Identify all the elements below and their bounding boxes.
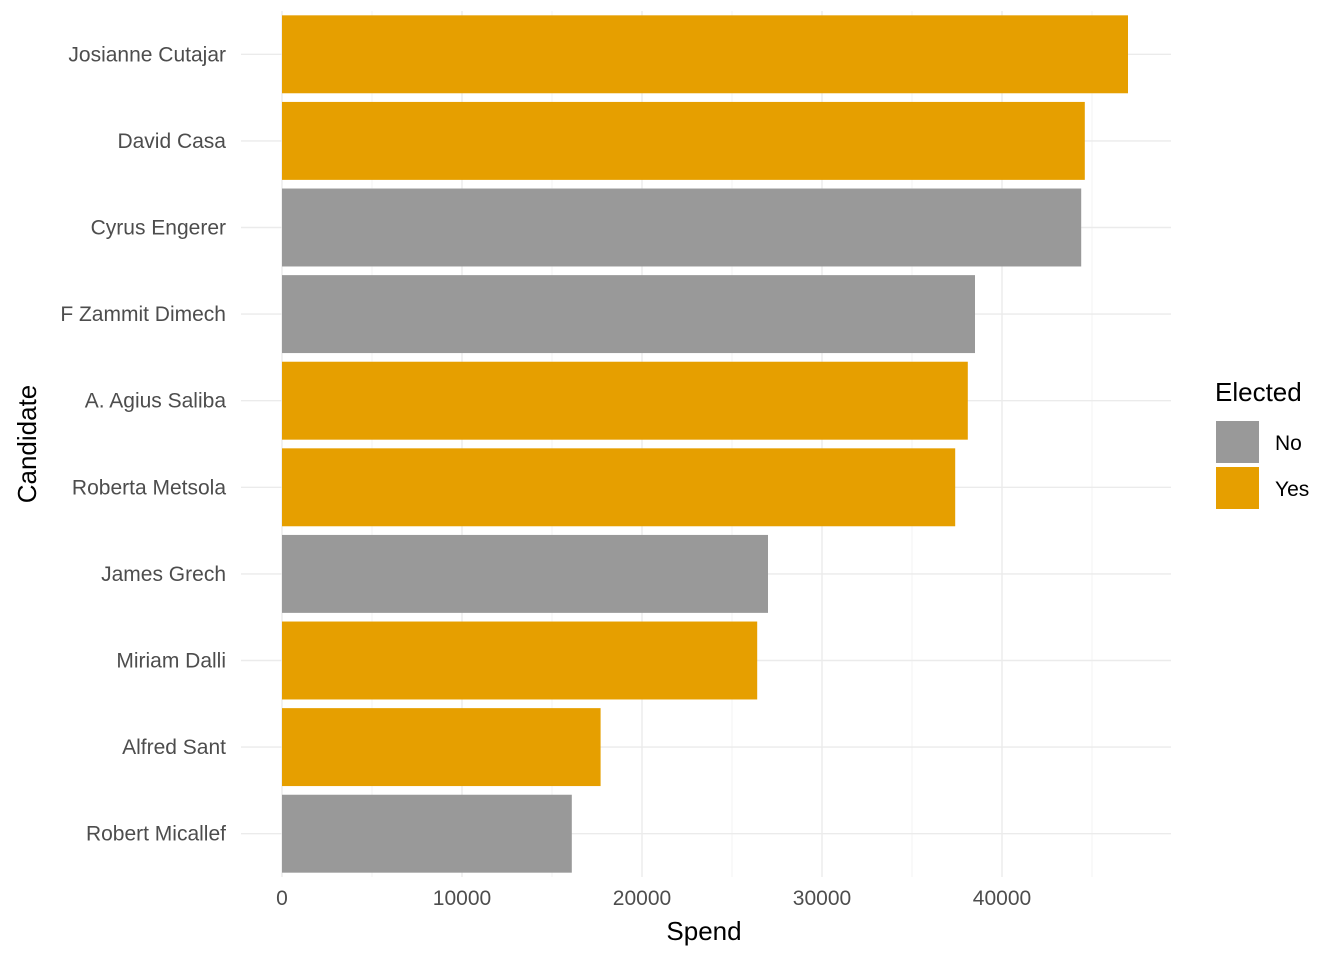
legend: Elected No Yes: [1215, 377, 1309, 509]
bar: [282, 15, 1128, 94]
y-tick-label: F Zammit Dimech: [60, 303, 226, 326]
y-tick-label: Robert Micallef: [86, 823, 226, 846]
x-tick-label: 40000: [973, 887, 1031, 910]
y-tick-label: A. Agius Saliba: [85, 390, 227, 413]
bars: [282, 15, 1128, 873]
legend-key: [1216, 421, 1259, 463]
y-tick-label: Alfred Sant: [122, 736, 226, 759]
bar: [282, 188, 1082, 267]
x-tick-label: 0: [276, 887, 288, 910]
legend-label: No: [1275, 432, 1302, 455]
bar: [282, 361, 968, 440]
x-tick-label: 30000: [793, 887, 851, 910]
legend-key: [1216, 467, 1259, 509]
y-tick-label: Cyrus Engerer: [91, 217, 226, 240]
y-tick-label: Josianne Cutajar: [68, 43, 226, 66]
x-tick-label: 20000: [613, 887, 671, 910]
y-tick-label: Roberta Metsola: [72, 476, 226, 499]
bar: [282, 448, 956, 527]
bar: [282, 275, 975, 354]
x-tick-label: 10000: [433, 887, 491, 910]
bar: [282, 534, 768, 613]
legend-title: Elected: [1215, 377, 1302, 407]
bar: [282, 101, 1085, 180]
y-axis-title: Candidate: [12, 385, 42, 504]
bar: [282, 794, 572, 873]
bar: [282, 708, 601, 787]
legend-label: Yes: [1275, 478, 1309, 501]
y-tick-label: David Casa: [117, 130, 226, 153]
y-tick-label: Miriam Dalli: [116, 650, 226, 673]
x-tick-labels: 0 10000 20000 30000 40000: [276, 887, 1031, 910]
x-axis-title: Spend: [666, 916, 741, 946]
y-tick-labels: Josianne Cutajar David Casa Cyrus Engerer F…: [60, 43, 226, 845]
y-tick-label: James Grech: [101, 563, 226, 586]
bar: [282, 621, 758, 700]
